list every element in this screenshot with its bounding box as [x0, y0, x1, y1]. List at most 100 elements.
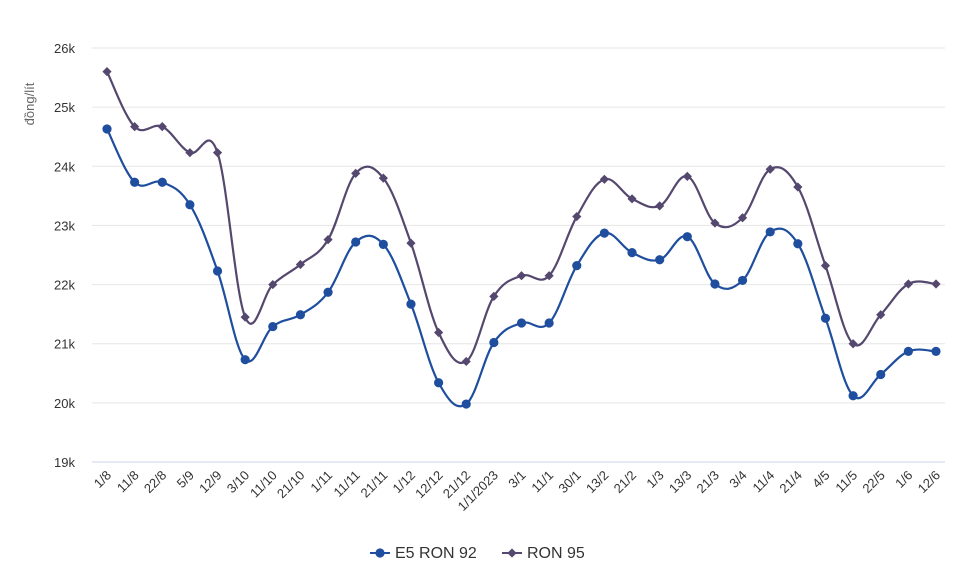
series-line — [106, 128, 937, 408]
data-point — [102, 67, 112, 77]
data-point — [295, 310, 306, 320]
legend-label: E5 RON 92 — [395, 545, 477, 562]
x-tick-label: 11/1 — [528, 468, 556, 496]
series-ron-95 — [102, 67, 941, 367]
data-point — [931, 279, 941, 289]
data-point — [710, 279, 720, 289]
data-point — [240, 312, 250, 322]
x-tick-label: 3/4 — [726, 468, 749, 491]
data-point — [793, 239, 803, 249]
legend-item-ron-95[interactable]: RON 95 — [502, 545, 585, 562]
data-point — [323, 235, 333, 245]
y-axis-label: đồng/lít — [22, 82, 37, 125]
y-tick-label: 22k — [54, 278, 75, 293]
data-point — [406, 299, 416, 309]
data-point — [655, 201, 665, 211]
data-point — [793, 182, 803, 192]
legend-label: RON 95 — [527, 545, 585, 562]
x-tick-label: 1/8 — [91, 468, 114, 491]
y-tick-label: 23k — [54, 218, 75, 233]
x-tick-label: 21/10 — [274, 468, 308, 502]
data-point — [627, 248, 637, 258]
data-point — [903, 346, 913, 357]
data-point — [737, 213, 748, 223]
data-point — [765, 227, 775, 237]
x-tick-label: 22/8 — [141, 468, 170, 497]
data-point — [461, 399, 471, 409]
x-tick-label: 4/5 — [809, 468, 832, 491]
x-tick-label: 21/3 — [694, 468, 723, 497]
gridlines — [92, 47, 945, 404]
y-tick-label: 20k — [54, 396, 75, 411]
data-point — [295, 259, 306, 270]
data-point — [378, 239, 388, 249]
x-tick-label: 13/3 — [666, 468, 695, 497]
x-tick-label: 11/11 — [331, 468, 363, 500]
data-point — [268, 279, 278, 290]
data-point — [599, 228, 610, 238]
y-axis-ticks: 19k 20k 21k 22k 23k 24k 25k 26k — [54, 41, 75, 470]
data-point — [876, 369, 886, 380]
data-point — [378, 173, 388, 183]
data-point — [130, 122, 140, 132]
data-point — [765, 164, 775, 174]
legend: E5 RON 92 RON 95 — [370, 545, 585, 562]
x-tick-label: 1/11 — [307, 468, 335, 496]
data-point — [212, 266, 223, 276]
data-point — [820, 313, 831, 323]
data-point — [682, 171, 692, 181]
series-e5-ron-92 — [102, 124, 941, 409]
data-point — [489, 337, 499, 348]
data-point — [130, 177, 140, 187]
y-tick-label: 24k — [54, 159, 75, 174]
x-tick-label: 1/6 — [892, 468, 915, 491]
x-tick-label: 11/4 — [750, 468, 778, 496]
data-point — [820, 261, 831, 271]
data-point — [102, 124, 112, 134]
x-tick-label: 5/9 — [174, 468, 197, 491]
data-point — [848, 339, 858, 349]
x-tick-label: 12/6 — [915, 468, 944, 497]
data-point — [461, 356, 471, 367]
x-tick-label: 3/1 — [505, 468, 528, 491]
legend-item-e5-ron-92[interactable]: E5 RON 92 — [370, 545, 477, 562]
data-point — [572, 211, 582, 222]
data-point — [544, 318, 554, 328]
legend-marker — [375, 548, 385, 558]
data-point — [931, 346, 941, 357]
data-point — [240, 355, 250, 365]
data-point — [903, 279, 913, 289]
data-point — [212, 148, 223, 158]
data-point — [406, 238, 416, 248]
x-tick-label: 1/3 — [643, 468, 666, 491]
legend-marker — [507, 548, 517, 558]
data-point — [848, 391, 858, 401]
data-point — [489, 291, 499, 301]
data-point — [351, 237, 361, 247]
x-tick-label: 13/2 — [583, 468, 612, 497]
data-point — [627, 194, 637, 204]
y-tick-label: 21k — [54, 337, 75, 352]
series-layer — [102, 67, 941, 409]
x-tick-label: 21/4 — [776, 468, 805, 497]
data-point — [185, 200, 195, 210]
data-point — [599, 174, 609, 184]
data-point — [876, 310, 886, 320]
y-tick-label: 26k — [54, 41, 75, 56]
data-point — [737, 275, 748, 286]
x-tick-label: 21/2 — [611, 468, 640, 497]
data-point — [544, 271, 554, 281]
data-point — [351, 168, 361, 178]
data-point — [434, 378, 444, 388]
data-point — [185, 148, 195, 158]
data-point — [157, 122, 167, 132]
data-point — [434, 327, 444, 338]
data-point — [516, 318, 527, 328]
x-tick-label: 12/9 — [196, 468, 225, 497]
x-tick-label: 30/1 — [555, 468, 584, 497]
x-tick-label: 11/5 — [832, 468, 860, 496]
y-tick-label: 25k — [54, 100, 75, 115]
x-tick-label: 11/10 — [247, 468, 280, 501]
data-point — [710, 218, 720, 228]
